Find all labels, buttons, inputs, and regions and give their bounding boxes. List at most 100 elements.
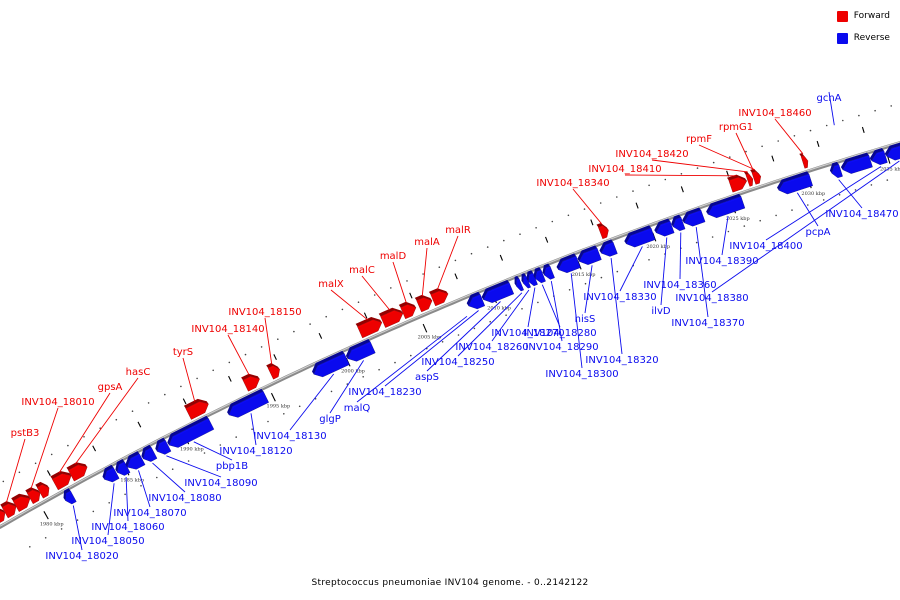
legend-reverse-label: Reverse [853,33,890,43]
guide-dot [298,405,301,408]
leader-line [828,91,835,126]
gene-arrow [523,275,531,289]
leader-line [125,476,129,522]
gene-shadow [750,168,761,177]
gene-arrow [185,401,209,420]
gene-highlight [729,178,739,182]
gene-highlight [357,320,374,328]
gene-label: INV104_18360 [643,280,716,291]
gene-INV104_18260 [521,273,531,289]
gene-arrow [347,341,376,362]
guide-dot [441,341,444,343]
gene-shadow [514,275,519,287]
gene-shadow [355,317,382,327]
guide-dot [219,444,222,446]
guide-dot [180,385,182,388]
gene-arrow [707,196,746,219]
guide-dot [67,444,69,447]
leader-line [584,265,593,314]
gene-highlight [268,366,274,370]
leader-line [74,377,139,465]
gene-highlight [583,248,598,255]
gene-arrow [544,265,555,280]
guide-dot [171,468,174,471]
guide-dot [357,301,360,304]
gene-highlight [172,418,209,438]
gene-label: gpsA [98,382,123,393]
gene-highlight [472,295,481,299]
minor-tick [816,140,820,147]
scale-tick-label: 2005 kbp [418,335,442,341]
guide-dot [29,546,31,548]
guide-dot [454,259,457,262]
gene-label: INV104_18470 [825,209,898,220]
leader-line [166,455,222,478]
leader-line [227,334,250,376]
gene-arrow [778,173,813,195]
gene-highlight [847,155,870,164]
gene-arrow [655,220,675,237]
minor-tick [635,202,639,209]
gene-arrow [1,503,17,519]
guide-dot [212,369,214,372]
gene-highlight [232,392,264,408]
guide-dot [108,502,110,504]
reverse-swatch [836,32,848,44]
guide-dot [164,393,166,396]
scale-tick-label: 1985 kbp [120,477,144,483]
gene-glgP [345,339,376,362]
guide-dot [187,460,190,462]
leader-line [550,281,563,342]
guide-dot [147,402,150,404]
gene-arrow [0,510,6,523]
gene-highlight [52,474,63,481]
gene-highlight [400,305,409,309]
guide-dot [809,129,812,132]
gene-label: INV104_18080 [148,493,221,504]
leader-line [527,287,536,328]
leader-line [570,273,583,369]
guide-dot [519,233,521,235]
gene-label: INV104_18150 [228,307,301,318]
gene-arrow [871,150,888,165]
gene-highlight [876,151,885,155]
guide-dot [34,462,37,465]
gene-highlight [783,174,810,184]
gene-arrow [535,269,546,284]
gene-INV104_18150 [266,363,280,380]
gene-shadow [682,207,701,223]
guide-dot [711,236,714,238]
guide-dot [743,225,746,227]
guide-dot [616,196,618,198]
minor-tick [92,445,97,452]
gene-shadow [227,388,264,415]
guide-dot [330,390,333,393]
gene-label: INV104_18320 [585,355,658,366]
gene-shadow [671,214,681,227]
guide-dot [18,471,21,474]
gene-shadow [829,161,839,174]
gene-shadow [63,488,71,501]
scale-tick-label: 1980 kbp [40,521,64,527]
label-leader-lines [6,91,900,551]
gene-INV104_18060 [115,459,131,476]
gene-INV104_18330 [624,225,656,248]
guide-dot [825,124,828,127]
guide-dot [537,301,539,304]
scale-tick-label: 2030 kbp [801,191,825,197]
gene-INV104_18410 [727,174,748,193]
gene-highlight [430,291,440,296]
leader-line [289,373,335,431]
leader-line [193,441,233,461]
gene-shadow [706,193,741,215]
gene-highlight [688,210,702,216]
gene-highlight [380,311,395,318]
guide-dot [2,480,5,483]
leader-line [436,235,459,290]
gene-arrow [528,272,538,287]
gene-arrow [430,290,449,307]
gene-shadow [521,273,526,284]
gene-label: hisS [575,314,596,325]
gene-shadow [0,501,17,508]
gene-arrow [728,176,748,193]
